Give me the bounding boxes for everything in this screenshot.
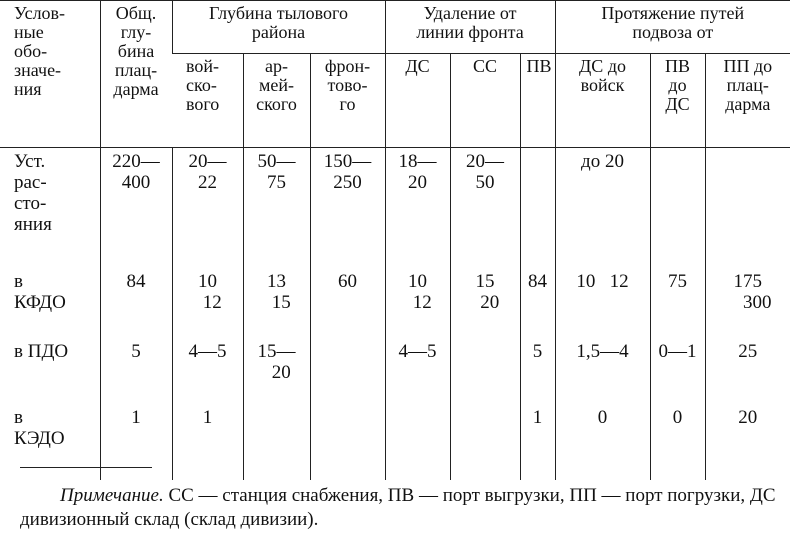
cell: 60 — [309, 268, 385, 338]
header-cell: Глубина тылового района — [171, 0, 385, 54]
cell: 5 — [519, 338, 556, 404]
cell — [449, 404, 520, 480]
header-cell: ПП до плац- дарма — [704, 53, 790, 148]
cell: 18— 20 — [384, 147, 450, 268]
cell: 1 — [171, 404, 243, 480]
cell: 0 — [649, 404, 706, 480]
cell — [309, 404, 385, 480]
cell: 84 — [519, 268, 556, 338]
table-row: в КЭДО 1 1 1 0 0 20 — [0, 404, 790, 480]
cell: 10 12 — [384, 268, 450, 338]
cell: 75 — [649, 268, 706, 338]
data-table: Услов- ные обо- значе- ния Общ. глу- бин… — [0, 0, 790, 480]
cell: 4—5 — [171, 338, 243, 404]
cell: 15 20 — [449, 268, 520, 338]
header-cell: ПВ до ДС — [649, 53, 706, 148]
header-cell: Удаление от линии фронта — [384, 0, 556, 54]
cell: 10 12 — [554, 268, 651, 338]
cell: 5 — [99, 338, 172, 404]
cell — [449, 338, 520, 404]
header-cell: ДС — [384, 53, 450, 148]
header-cell: фрон- тово- го — [309, 53, 385, 148]
header-cell: Общ. глу- бина плац- дарма — [99, 0, 172, 148]
cell: 1,5—4 — [554, 338, 651, 404]
row-label: в ПДО — [14, 341, 69, 362]
cell: 220— 400 — [99, 147, 172, 268]
header-row: вой- ско- вого ар- мей- ского фрон- тово- … — [0, 53, 790, 148]
table-row: Уст. рас- сто- яния 220— 400 20— 22 50— 75 1… — [0, 147, 790, 268]
table-row: в ПДО 5 4—5 15— 20 4—5 5 1,5—4 0—1 25 — [0, 338, 790, 404]
cell: 20— 22 — [171, 147, 243, 268]
header-cell: вой- ско- вого — [172, 53, 243, 148]
header-row: Услов- ные обо- значе- ния Общ. глу- бин… — [0, 0, 790, 148]
header-cell: ДС до войск — [554, 53, 651, 148]
table-head: Услов- ные обо- значе- ния Общ. глу- бин… — [0, 0, 790, 148]
table-body: Уст. рас- сто- яния 220— 400 20— 22 50— 75 1… — [0, 147, 790, 480]
cell: 84 — [99, 268, 172, 338]
header-cell: Протяжение путей подвоза от — [554, 0, 790, 54]
cell: 50— 75 — [242, 147, 310, 268]
cell — [384, 404, 450, 480]
header-cell: ар- мей- ского — [242, 53, 310, 148]
cell: 10 12 — [171, 268, 243, 338]
row-label: в КЭДО — [14, 407, 65, 449]
cell — [519, 147, 556, 268]
note-rule — [20, 467, 152, 468]
note-label: Примечание. — [60, 485, 164, 506]
cell: до 20 — [554, 147, 651, 268]
cell: 15— 20 — [242, 338, 310, 404]
cell: 150— 250 — [309, 147, 385, 268]
cell: 1 — [519, 404, 556, 480]
cell: 0 — [554, 404, 651, 480]
note-text: СС — станция снабжения, ПВ — порт выгруз… — [20, 485, 776, 530]
note: Примечание. СС — станция снабжения, ПВ —… — [20, 484, 780, 532]
header-cell: СС — [449, 53, 520, 148]
cell: 20 — [704, 404, 790, 480]
cell — [309, 338, 385, 404]
row-label: в КФДО — [14, 271, 66, 313]
cell: 1 — [99, 404, 172, 480]
cell: 175 300 — [704, 268, 790, 338]
row-label: Уст. рас- сто- яния — [14, 151, 52, 235]
header-cell: ПВ — [519, 53, 556, 148]
cell — [242, 404, 310, 480]
cell: 4—5 — [384, 338, 450, 404]
cell: 13 15 — [242, 268, 310, 338]
header-cell: Услов- ные обо- значе- ния — [0, 0, 100, 148]
cell — [704, 147, 790, 268]
cell — [649, 147, 706, 268]
cell: 20— 50 — [449, 147, 520, 268]
cell: 25 — [704, 338, 790, 404]
cell: 0—1 — [649, 338, 706, 404]
table-row: в КФДО 84 10 12 13 15 60 10 12 15 20 84 10 12 75 1… — [0, 268, 790, 338]
